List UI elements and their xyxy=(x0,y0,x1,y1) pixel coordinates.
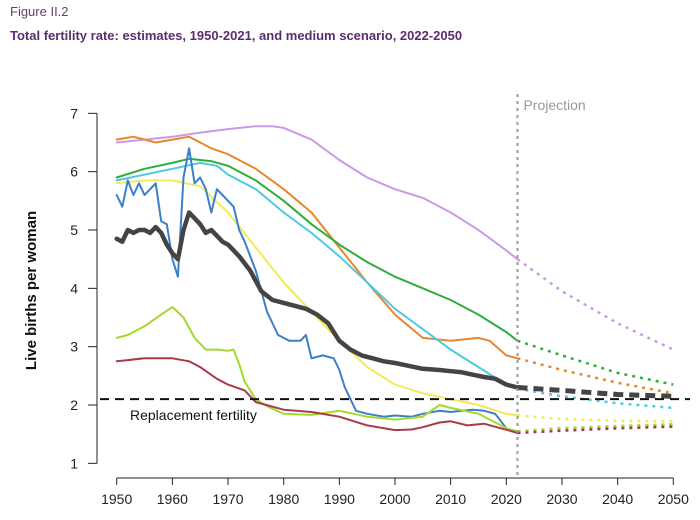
series-line-projection xyxy=(516,258,674,351)
y-axis-label: Live births per woman xyxy=(23,211,40,370)
series-line-projection xyxy=(517,385,674,399)
series-line-estimate xyxy=(115,135,519,360)
chart-lines xyxy=(114,125,674,435)
series-line-estimate xyxy=(114,210,520,390)
x-tick-label: 1970 xyxy=(212,491,243,507)
series-line-estimate xyxy=(115,125,519,261)
y-tick-label: 3 xyxy=(70,339,78,355)
x-tick-label: 2010 xyxy=(435,491,466,507)
y-tick-label: 5 xyxy=(70,222,78,238)
x-tick-label: 2030 xyxy=(546,491,577,507)
chart-axes: 1 2 3 4 5 6 7 1950 1960 1970 1980 1990 2000 2010 2020 2… xyxy=(23,105,689,507)
x-tick-label: 2000 xyxy=(379,491,410,507)
series-line-projection xyxy=(517,357,674,395)
y-tick-label: 6 xyxy=(70,164,78,180)
series-line-projection xyxy=(517,423,674,433)
replacement-fertility-label: Replacement fertility xyxy=(130,407,257,423)
x-tick-label: 2040 xyxy=(602,491,633,507)
series-line-estimate xyxy=(115,147,519,433)
series-line-estimate xyxy=(115,306,519,433)
projection-label: Projection xyxy=(523,97,585,113)
series-line-estimate xyxy=(115,157,519,342)
y-tick-label: 2 xyxy=(70,397,78,413)
series-line-projection xyxy=(517,423,674,433)
x-tick-label: 1950 xyxy=(101,491,132,507)
series-line-estimate xyxy=(115,357,519,434)
x-tick-label: 2020 xyxy=(491,491,522,507)
x-tick-label: 2050 xyxy=(658,491,689,507)
y-tick-label: 4 xyxy=(70,280,78,296)
series-line-projection xyxy=(517,414,674,423)
chart-overlay: Replacement fertility Projection xyxy=(100,94,690,478)
chart-title: Total fertility rate: estimates, 1950-20… xyxy=(10,28,463,43)
x-tick-label: 1990 xyxy=(324,491,355,507)
figure-label: Figure II.2 xyxy=(10,4,69,19)
x-tick-label: 1960 xyxy=(157,491,188,507)
series-line-projection xyxy=(517,425,674,435)
y-tick-label: 7 xyxy=(70,105,78,121)
x-tick-label: 1980 xyxy=(268,491,299,507)
series-line-projection xyxy=(517,387,674,410)
y-tick-label: 1 xyxy=(70,455,78,471)
series-line-estimate xyxy=(115,179,519,417)
